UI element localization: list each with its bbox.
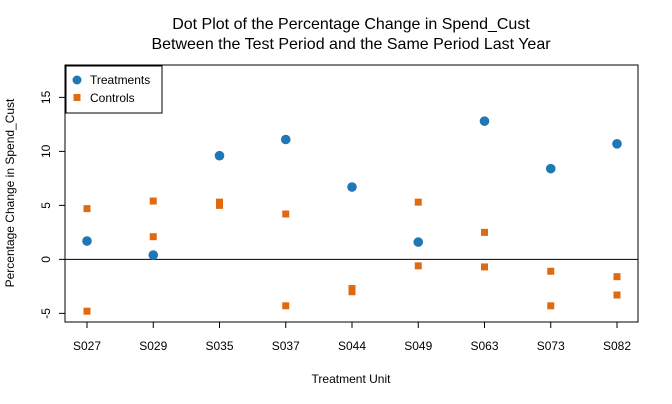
x-tick-label: S035 (205, 339, 233, 353)
y-tick-label: 5 (39, 202, 53, 209)
x-tick-label: S044 (338, 339, 366, 353)
legend-label-treatments: Treatments (90, 73, 150, 87)
x-tick-label: S029 (139, 339, 167, 353)
treatment-point (479, 116, 490, 126)
x-tick-label: S082 (603, 339, 631, 353)
y-tick-label: 0 (39, 256, 53, 263)
treatment-point (413, 237, 424, 247)
chart-subtitle: Between the Test Period and the Same Per… (151, 36, 551, 53)
x-axis-label: Treatment Unit (312, 372, 392, 386)
y-tick-label: 15 (39, 90, 53, 104)
control-point (348, 288, 356, 296)
control-point (83, 205, 91, 213)
y-tick-label: -5 (39, 308, 53, 319)
y-tick-label: 10 (39, 144, 53, 158)
x-tick-label: S063 (470, 339, 498, 353)
treatment-point (148, 250, 159, 260)
control-point (613, 291, 621, 299)
treatment-point (545, 163, 556, 174)
control-point (414, 198, 422, 206)
legend-marker-controls (73, 94, 81, 101)
x-axis: S027 S029 S035 S037 S044 S049 S063 S073 S082 (73, 322, 631, 353)
data-points (82, 116, 622, 315)
control-point (414, 262, 422, 270)
treatment-point (280, 134, 291, 145)
control-point (83, 307, 91, 315)
treatment-point (82, 236, 92, 246)
chart-title: Dot Plot of the Percentage Change in Spe… (172, 16, 530, 33)
y-axis: -5 0 5 10 15 (39, 90, 65, 319)
control-point (282, 210, 290, 218)
treatment-point (214, 150, 225, 161)
control-point (547, 267, 555, 275)
treatment-point (612, 139, 622, 149)
legend-box (65, 65, 163, 114)
x-tick-label: S027 (73, 339, 101, 353)
control-point (149, 233, 157, 241)
y-axis-label: Percentage Change in Spend_Cust (3, 98, 17, 287)
control-point (282, 302, 290, 310)
control-point (481, 228, 488, 236)
control-point (216, 201, 223, 209)
x-tick-label: S049 (404, 339, 432, 353)
control-point (481, 263, 488, 271)
legend-label-controls: Controls (90, 91, 135, 105)
x-tick-label: S073 (537, 339, 565, 353)
treatment-point (347, 182, 357, 192)
x-tick-label: S037 (272, 339, 300, 353)
control-point (149, 197, 157, 205)
control-point (547, 302, 555, 310)
legend: Treatments Controls (65, 65, 163, 114)
legend-marker-treatments (72, 75, 82, 85)
control-point (613, 273, 621, 281)
